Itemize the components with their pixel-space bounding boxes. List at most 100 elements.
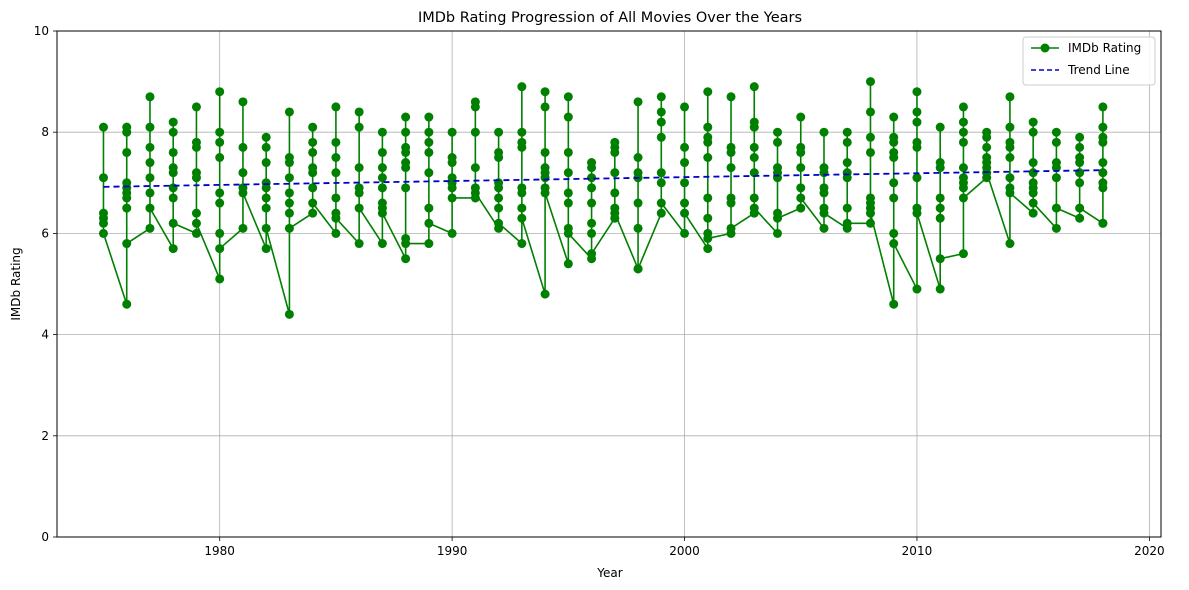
rating-point <box>191 102 201 112</box>
chart-title: IMDb Rating Progression of All Movies Ov… <box>418 10 802 26</box>
rating-point <box>1005 142 1015 152</box>
rating-point <box>633 198 643 208</box>
rating-point <box>331 213 341 223</box>
plot-frame <box>56 30 1162 538</box>
rating-point <box>749 203 759 213</box>
rating-point <box>145 158 155 168</box>
rating-point <box>1051 163 1061 173</box>
ticks-layer: 1980 1990 2000 2010 2020 0 2 4 6 8 10 <box>34 24 1165 558</box>
x-tick-label: 1990 <box>437 544 468 558</box>
rating-point <box>842 127 852 137</box>
rating-point <box>122 147 132 157</box>
rating-point <box>470 163 480 173</box>
rating-point <box>703 87 713 97</box>
rating-point <box>680 208 690 218</box>
rating-point <box>958 102 968 112</box>
rating-point <box>773 228 783 238</box>
rating-point <box>354 188 364 198</box>
rating-point <box>284 158 294 168</box>
rating-point <box>563 92 573 102</box>
rating-point <box>819 168 829 178</box>
rating-point <box>168 127 178 137</box>
rating-point <box>842 173 852 183</box>
rating-point <box>1028 117 1038 127</box>
rating-point <box>540 147 550 157</box>
rating-point <box>494 218 504 228</box>
rating-point <box>308 168 318 178</box>
rating-point <box>238 168 248 178</box>
rating-point <box>540 188 550 198</box>
rating-point <box>796 193 806 203</box>
rating-point <box>145 203 155 213</box>
rating-point <box>238 188 248 198</box>
rating-point <box>517 82 527 92</box>
rating-point <box>656 117 666 127</box>
rating-point <box>1028 127 1038 137</box>
rating-point <box>331 193 341 203</box>
rating-point <box>610 208 620 218</box>
rating-point <box>587 228 597 238</box>
rating-point <box>819 127 829 137</box>
rating-point <box>1098 218 1108 228</box>
rating-point <box>773 213 783 223</box>
rating-point <box>749 122 759 132</box>
rating-point <box>261 183 271 193</box>
rating-point <box>587 173 597 183</box>
rating-point <box>401 163 411 173</box>
rating-point <box>819 223 829 233</box>
rating-point <box>610 188 620 198</box>
x-axis-title: Year <box>596 566 622 580</box>
rating-point <box>889 178 899 188</box>
rating-point <box>308 147 318 157</box>
rating-point <box>331 153 341 162</box>
rating-point <box>215 137 225 147</box>
rating-point <box>215 153 225 162</box>
rating-point <box>633 264 643 274</box>
rating-point <box>1075 132 1085 142</box>
rating-point <box>1075 203 1085 213</box>
rating-point <box>215 188 225 198</box>
rating-point <box>773 137 783 147</box>
rating-point <box>284 198 294 208</box>
rating-point <box>912 87 922 97</box>
legend-box <box>1022 36 1156 86</box>
series-layer <box>98 77 1108 319</box>
rating-point <box>238 142 248 152</box>
rating-point <box>354 107 364 117</box>
rating-point <box>703 213 713 223</box>
rating-point <box>935 284 945 294</box>
rating-point <box>889 112 899 122</box>
rating-point <box>517 188 527 198</box>
rating-point <box>447 183 457 193</box>
rating-point <box>1051 127 1061 137</box>
rating-point <box>401 147 411 157</box>
rating-point <box>912 107 922 117</box>
rating-point <box>377 183 387 193</box>
rating-point <box>215 274 225 284</box>
rating-point <box>308 137 318 147</box>
rating-point <box>749 193 759 203</box>
rating-point <box>424 112 434 122</box>
rating-point <box>865 208 875 218</box>
rating-point <box>145 122 155 132</box>
rating-point <box>796 112 806 122</box>
rating-point <box>98 173 108 183</box>
rating-point <box>656 132 666 142</box>
rating-point <box>284 208 294 218</box>
rating-point <box>773 173 783 183</box>
rating-point <box>540 173 550 183</box>
rating-point <box>633 97 643 107</box>
rating-point <box>401 183 411 193</box>
rating-point <box>540 87 550 97</box>
rating-point <box>331 168 341 178</box>
rating-point <box>1075 213 1085 223</box>
rating-point <box>424 147 434 157</box>
rating-point <box>354 163 364 173</box>
rating-point <box>563 147 573 157</box>
rating-point <box>703 233 713 243</box>
rating-point <box>958 193 968 203</box>
rating-point <box>819 188 829 198</box>
rating-point <box>982 132 992 142</box>
rating-point <box>168 168 178 178</box>
